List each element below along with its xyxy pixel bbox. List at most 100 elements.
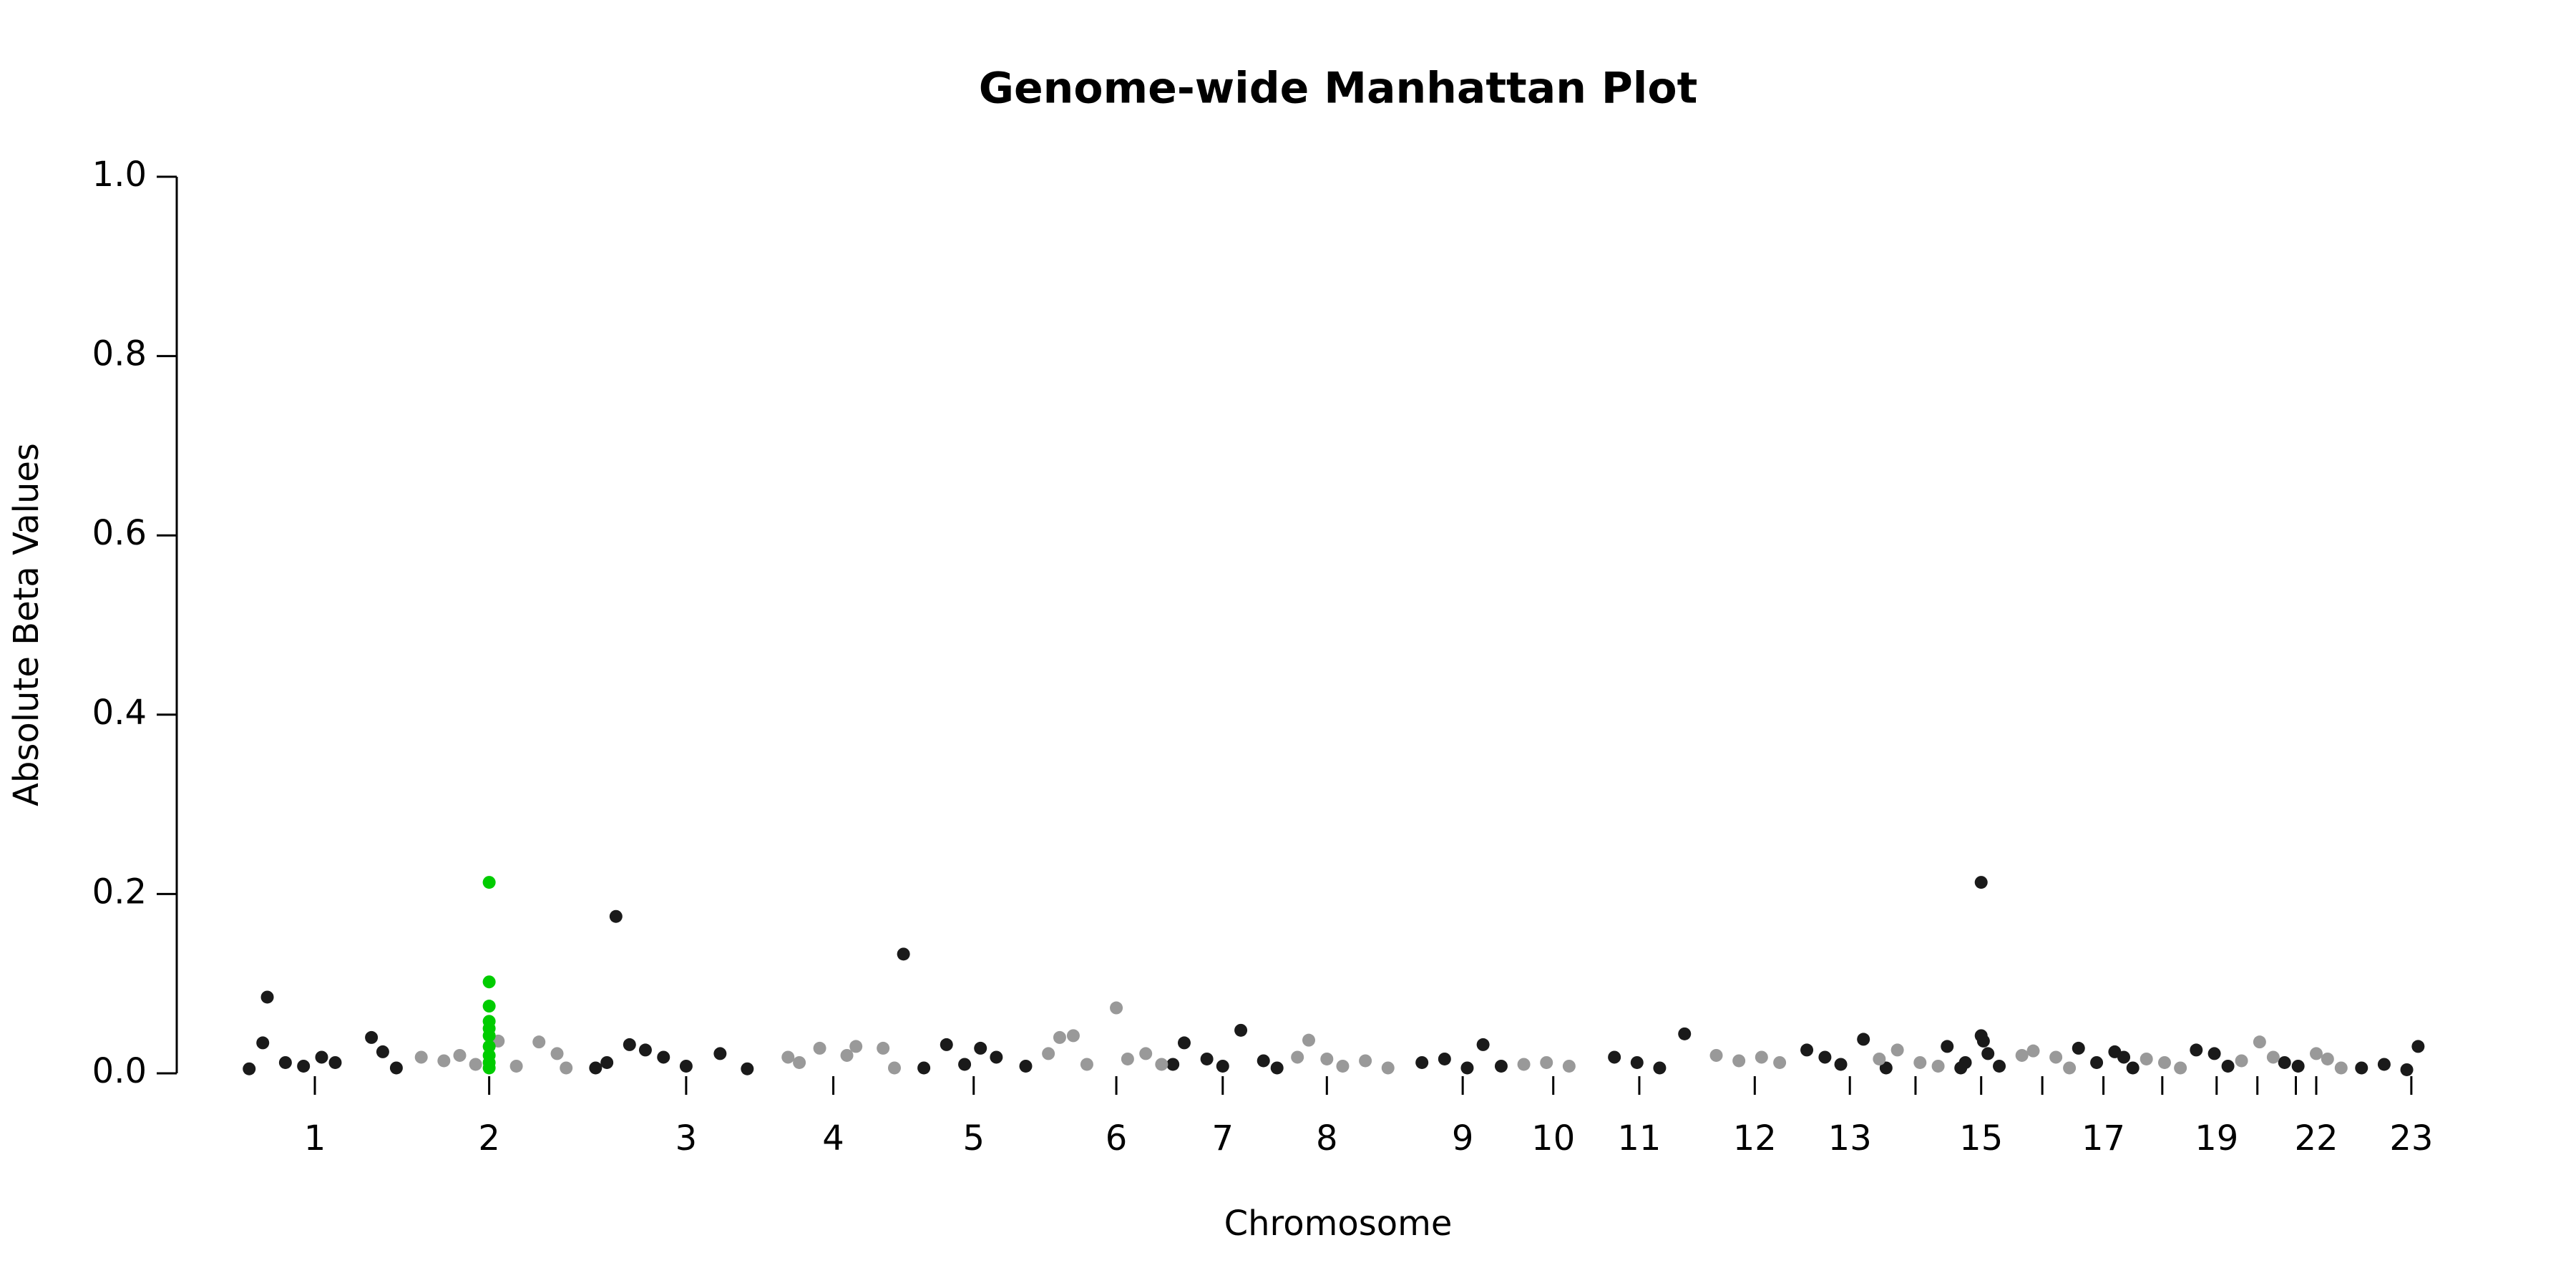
data-point bbox=[1562, 1059, 1576, 1073]
y-tick-label: 0.2 bbox=[92, 872, 147, 912]
x-axis-label: Chromosome bbox=[1224, 1204, 1453, 1244]
y-axis-label: Absolute Beta Values bbox=[6, 443, 47, 806]
data-point bbox=[940, 1038, 953, 1051]
data-point bbox=[2026, 1044, 2040, 1058]
x-tick-label: 9 bbox=[1452, 1118, 1474, 1158]
data-point bbox=[793, 1055, 806, 1069]
data-point bbox=[679, 1059, 693, 1073]
data-point bbox=[2063, 1061, 2077, 1075]
data-point bbox=[781, 1050, 795, 1064]
data-point bbox=[1873, 1052, 1886, 1065]
data-point bbox=[1540, 1055, 1553, 1069]
data-point bbox=[2266, 1050, 2280, 1064]
data-point bbox=[1913, 1055, 1927, 1069]
data-point bbox=[1066, 1029, 1080, 1043]
data-point bbox=[482, 1029, 496, 1043]
data-point bbox=[877, 1041, 890, 1055]
data-point bbox=[560, 1061, 573, 1075]
data-point bbox=[1080, 1058, 1093, 1071]
x-tick-label: 7 bbox=[1211, 1118, 1234, 1158]
y-tick-label: 1.0 bbox=[92, 155, 147, 195]
data-point bbox=[1494, 1059, 1508, 1073]
data-point bbox=[1438, 1052, 1451, 1065]
data-point bbox=[2253, 1035, 2266, 1049]
x-tick-label: 3 bbox=[675, 1118, 698, 1158]
data-point bbox=[2157, 1055, 2171, 1069]
data-point bbox=[990, 1050, 1003, 1064]
data-point bbox=[550, 1047, 564, 1060]
data-point bbox=[2377, 1058, 2391, 1071]
data-point bbox=[328, 1055, 342, 1069]
data-point bbox=[1773, 1055, 1787, 1069]
data-point bbox=[1291, 1050, 1304, 1064]
data-point bbox=[482, 1040, 496, 1053]
data-point bbox=[1941, 1040, 1954, 1053]
data-point bbox=[1755, 1050, 1768, 1064]
data-point bbox=[1139, 1047, 1153, 1060]
data-point bbox=[1155, 1058, 1169, 1071]
data-point bbox=[1931, 1059, 1945, 1073]
x-tick-label: 19 bbox=[2195, 1118, 2238, 1158]
y-tick-label: 0.0 bbox=[92, 1051, 147, 1091]
data-point bbox=[1460, 1061, 1474, 1075]
data-point bbox=[1857, 1033, 1870, 1046]
data-point bbox=[1359, 1054, 1372, 1068]
data-point bbox=[638, 1043, 652, 1057]
data-point bbox=[1121, 1052, 1134, 1065]
data-point bbox=[414, 1050, 428, 1064]
x-tick-label: 10 bbox=[1531, 1118, 1575, 1158]
data-point bbox=[1110, 1001, 1123, 1015]
data-point bbox=[589, 1061, 602, 1075]
data-point bbox=[2309, 1047, 2323, 1060]
data-point bbox=[315, 1050, 328, 1064]
data-point bbox=[278, 1055, 292, 1069]
x-tick-label: 23 bbox=[2389, 1118, 2433, 1158]
data-point bbox=[2278, 1055, 2291, 1069]
data-point bbox=[2207, 1047, 2221, 1060]
data-point bbox=[1954, 1061, 1968, 1075]
data-point bbox=[2221, 1059, 2235, 1073]
x-tick-label: 6 bbox=[1106, 1118, 1128, 1158]
data-point bbox=[365, 1030, 379, 1044]
x-tick-label: 11 bbox=[1617, 1118, 1661, 1158]
y-tick-label: 0.6 bbox=[92, 513, 147, 553]
data-point bbox=[887, 1061, 901, 1075]
data-point bbox=[1270, 1061, 1284, 1075]
data-point bbox=[2334, 1061, 2348, 1075]
data-point bbox=[256, 1036, 270, 1050]
data-point bbox=[1476, 1038, 1490, 1051]
data-point bbox=[532, 1035, 546, 1049]
data-point bbox=[243, 1062, 256, 1075]
data-point bbox=[482, 876, 496, 889]
data-point bbox=[813, 1041, 826, 1055]
x-tick-label: 15 bbox=[1959, 1118, 2003, 1158]
data-point bbox=[2355, 1061, 2368, 1075]
data-point bbox=[509, 1059, 523, 1073]
data-point bbox=[1709, 1048, 1723, 1062]
data-point bbox=[1630, 1055, 1644, 1069]
data-point bbox=[849, 1040, 863, 1053]
data-point bbox=[1177, 1036, 1191, 1050]
data-point bbox=[2174, 1061, 2187, 1075]
data-point bbox=[482, 1000, 496, 1013]
data-point bbox=[917, 1061, 931, 1075]
data-point bbox=[958, 1058, 972, 1071]
x-tick-label: 4 bbox=[822, 1118, 844, 1158]
data-point bbox=[1974, 876, 1988, 889]
x-tick-label: 2 bbox=[478, 1118, 500, 1158]
data-point bbox=[2235, 1054, 2248, 1068]
data-point bbox=[1234, 1023, 1248, 1037]
data-point bbox=[2321, 1052, 2334, 1065]
data-point bbox=[2400, 1063, 2414, 1076]
data-point bbox=[840, 1048, 854, 1062]
data-point bbox=[1976, 1034, 1990, 1048]
data-point bbox=[657, 1050, 670, 1064]
data-point bbox=[1993, 1059, 2006, 1073]
data-point bbox=[897, 947, 910, 961]
data-point bbox=[2117, 1050, 2131, 1064]
data-point bbox=[2411, 1040, 2425, 1053]
data-point bbox=[2190, 1043, 2203, 1057]
data-point bbox=[2015, 1048, 2029, 1062]
